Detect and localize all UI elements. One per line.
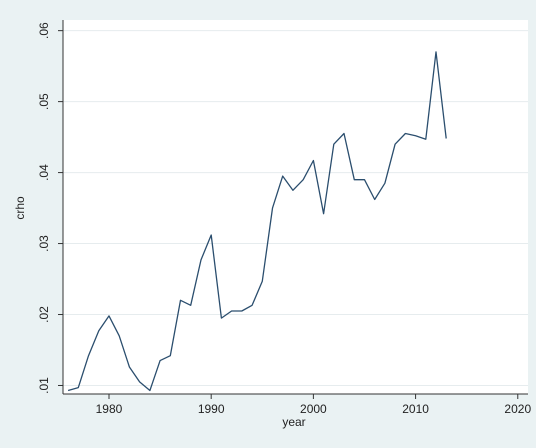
y-tick-label: .03 — [37, 235, 51, 252]
y-tick-label: .06 — [37, 22, 51, 39]
y-axis-label: crho — [13, 196, 27, 220]
plot-area — [63, 20, 528, 394]
x-tick-label: 2020 — [504, 402, 531, 416]
series-line — [67, 51, 447, 392]
axes: .01 .02 .03 .04 .05 .06 1980 1990 2000 2010 2020 — [37, 20, 531, 416]
x-tick-label: 1980 — [96, 402, 123, 416]
series-layer — [67, 51, 447, 392]
y-tick-label: .02 — [37, 306, 51, 323]
gridlines — [63, 30, 528, 386]
y-tick-label: .01 — [37, 377, 51, 394]
x-tick-label: 2010 — [402, 402, 429, 416]
x-axis-label: year — [282, 415, 305, 429]
x-tick-label: 2000 — [300, 402, 327, 416]
y-tick-label: .05 — [37, 93, 51, 110]
x-tick-label: 1990 — [198, 402, 225, 416]
y-tick-label: .04 — [37, 164, 51, 181]
